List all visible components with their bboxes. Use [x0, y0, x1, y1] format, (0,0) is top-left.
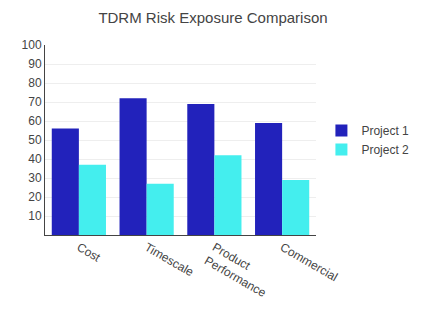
svg-text:Project 2: Project 2 [361, 143, 409, 157]
svg-text:ProductPerformance: ProductPerformance [202, 240, 277, 300]
svg-text:Commercial: Commercial [278, 240, 340, 284]
svg-text:70: 70 [28, 95, 42, 109]
svg-text:Cost: Cost [74, 240, 103, 265]
svg-text:60: 60 [28, 114, 42, 128]
svg-text:80: 80 [28, 76, 42, 90]
svg-text:40: 40 [28, 152, 42, 166]
svg-text:TDRM Risk Exposure Comparison: TDRM Risk Exposure Comparison [98, 9, 327, 26]
svg-text:50: 50 [28, 133, 42, 147]
svg-text:Project 1: Project 1 [361, 124, 409, 138]
svg-text:100: 100 [22, 38, 42, 52]
svg-text:90: 90 [28, 57, 42, 71]
svg-text:30: 30 [28, 171, 42, 185]
svg-text:10: 10 [28, 209, 42, 223]
svg-text:Timescale: Timescale [142, 240, 196, 279]
svg-text:20: 20 [28, 190, 42, 204]
